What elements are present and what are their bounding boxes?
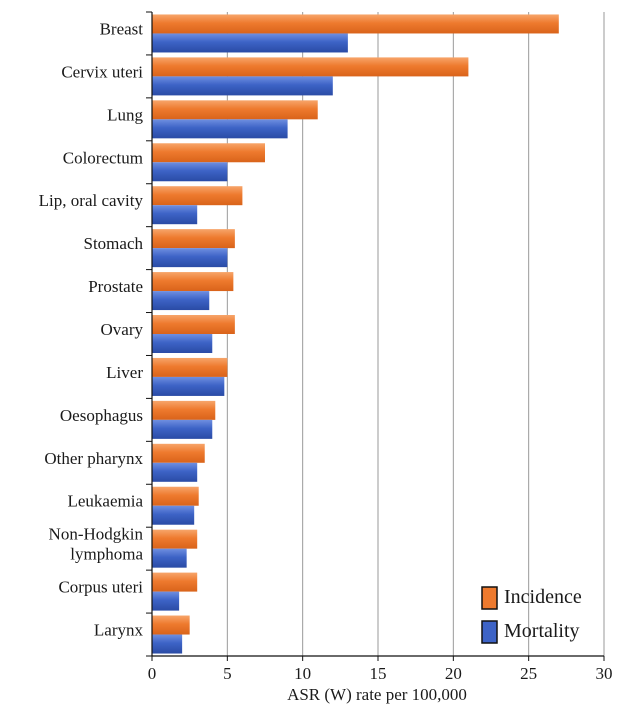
bar-mortality-breast <box>152 33 348 53</box>
x-tick-label-25: 25 <box>520 664 537 683</box>
bar-mortality-lip-oral-cavity <box>152 205 198 225</box>
legend: Incidence Mortality <box>481 586 582 644</box>
bar-mortality-ovary <box>152 334 213 353</box>
bar-incidence-larynx <box>152 615 190 635</box>
bar-incidence-stomach <box>152 229 235 249</box>
bar-incidence-other-pharynx <box>152 443 205 463</box>
bar-mortality-colorectum <box>152 162 228 182</box>
bar-incidence-breast <box>152 14 559 34</box>
category-label-colorectum: Colorectum <box>63 148 143 167</box>
bar-mortality-stomach <box>152 248 228 268</box>
x-tick-label-0: 0 <box>148 664 157 683</box>
bar-mortality-non-hodgkin-lymphoma <box>152 548 187 568</box>
bar-mortality-lung <box>152 119 288 139</box>
category-labels: Breast Cervix uteri Lung Colorectum Lip, ora… <box>39 19 144 639</box>
bar-mortality-liver <box>152 376 225 396</box>
x-tick-label-5: 5 <box>223 664 232 683</box>
category-label-other-pharynx: Other pharynx <box>44 449 143 468</box>
axes <box>146 11 605 661</box>
x-tick-label-30: 30 <box>596 664 613 683</box>
x-tick-label-20: 20 <box>445 664 462 683</box>
category-label-breast: Breast <box>100 19 144 38</box>
bar-incidence-oesophagus <box>152 400 216 420</box>
legend-label-incidence: Incidence <box>504 586 582 608</box>
bar-incidence-ovary <box>152 315 235 334</box>
x-tick-label-15: 15 <box>370 664 387 683</box>
bar-incidence-leukaemia <box>152 486 199 506</box>
bar-incidence-colorectum <box>152 143 265 163</box>
category-label-lip-oral-cavity: Lip, oral cavity <box>39 191 144 210</box>
bar-incidence-cervix-uteri <box>152 57 469 77</box>
bar-mortality-leukaemia <box>152 505 195 525</box>
category-label-corpus-uteri: Corpus uteri <box>58 578 143 597</box>
category-label-oesophagus: Oesophagus <box>60 406 143 425</box>
category-label-lung: Lung <box>107 105 143 124</box>
category-label-ovary: Ovary <box>101 320 144 339</box>
legend-swatch-incidence <box>481 586 498 610</box>
category-label-larynx: Larynx <box>94 621 144 640</box>
bar-incidence-lung <box>152 100 318 120</box>
legend-swatch-mortality <box>481 620 498 644</box>
bar-mortality-corpus-uteri <box>152 591 180 611</box>
x-tick-label-10: 10 <box>294 664 311 683</box>
bar-incidence-corpus-uteri <box>152 572 198 592</box>
category-label-cervix-uteri: Cervix uteri <box>61 62 143 81</box>
category-label-leukaemia: Leukaemia <box>67 492 143 511</box>
bar-incidence-prostate <box>152 272 234 292</box>
bar-incidence-non-hodgkin-lymphoma <box>152 529 198 549</box>
category-label-prostate: Prostate <box>88 277 143 296</box>
bars <box>152 14 559 654</box>
category-label-liver: Liver <box>106 363 143 382</box>
category-label-non-hodgkin-lymphoma: Non-Hodgkin lymphoma <box>49 525 144 564</box>
bar-incidence-lip-oral-cavity <box>152 186 243 206</box>
bar-mortality-oesophagus <box>152 419 213 439</box>
bar-mortality-cervix-uteri <box>152 76 333 96</box>
x-tick-labels: 0 5 10 15 20 25 30 <box>148 664 613 683</box>
category-label-stomach: Stomach <box>84 234 144 253</box>
bar-mortality-prostate <box>152 291 210 311</box>
bar-mortality-other-pharynx <box>152 462 198 482</box>
x-axis-title: ASR (W) rate per 100,000 <box>287 685 467 704</box>
bar-mortality-larynx <box>152 634 183 654</box>
legend-label-mortality: Mortality <box>504 620 580 642</box>
bar-incidence-liver <box>152 357 228 377</box>
